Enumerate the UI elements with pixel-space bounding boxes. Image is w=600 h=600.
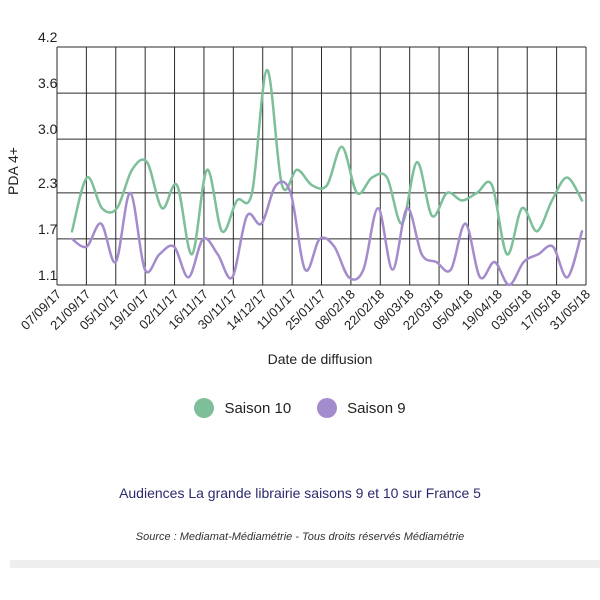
y-tick-label-0: 1.1 xyxy=(38,267,58,283)
legend-swatch-saison-10 xyxy=(194,398,215,418)
bottom-divider xyxy=(10,560,600,568)
y-tick-label-3: 3.0 xyxy=(38,121,58,137)
y-tick-label-5: 4.2 xyxy=(38,29,58,45)
x-axis-title: Date de diffusion xyxy=(268,351,373,367)
series-line-saison-9 xyxy=(70,180,584,287)
legend-label-saison-10: Saison 10 xyxy=(224,399,292,417)
legend-swatch-saison-9 xyxy=(317,398,338,418)
y-tick-label-2: 2.3 xyxy=(38,175,58,191)
legend-item-saison-10[interactable]: Saison 10 xyxy=(194,398,291,418)
line-chart: 1.1 1.7 2.3 3.0 3.6 4.2 07/09/17 21/09/17 05/10/… xyxy=(5,29,593,367)
y-tick-label-4: 3.6 xyxy=(38,75,58,91)
y-tick-label-1: 1.7 xyxy=(38,221,58,237)
legend-label-saison-9: Saison 9 xyxy=(347,399,406,417)
legend-item-saison-9[interactable]: Saison 9 xyxy=(317,398,406,418)
source-note: Source : Mediamat-Médiamétrie - Tous dro… xyxy=(135,531,465,543)
y-axis-title: PDA 4+ xyxy=(5,147,21,195)
chart-svg: 1.11.72.33.03.64.207/09/1721/09/1705/10/… xyxy=(5,29,593,367)
chart-caption: Audiences La grande librairie saisons 9 … xyxy=(119,485,481,501)
legend: Saison 10 Saison 9 xyxy=(0,398,600,418)
series-line-saison-10 xyxy=(70,68,584,256)
